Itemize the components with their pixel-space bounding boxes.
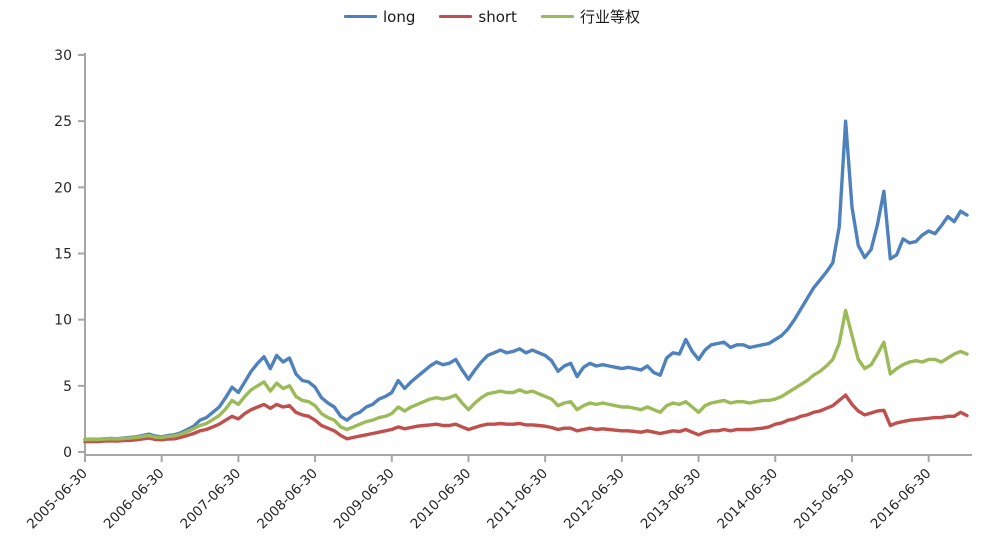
y-tick-label: 15 (54, 247, 72, 263)
legend-swatch-long (344, 14, 378, 19)
x-tick-label: 2011-06-30 (484, 466, 551, 533)
legend-label-short: short (478, 7, 517, 26)
series-line-行业等权 (83, 308, 969, 442)
x-tick-label: 2007-06-30 (177, 466, 244, 533)
legend-swatch-short (439, 14, 473, 19)
x-tick-label: 2010-06-30 (408, 466, 475, 533)
y-tick-label: 30 (54, 48, 72, 64)
legend-item-long: long (344, 8, 415, 26)
y-tick-label: 5 (63, 379, 72, 395)
y-tick-label: 25 (54, 114, 72, 130)
x-tick-label: 2016-06-30 (868, 466, 935, 533)
x-tick-label: 2014-06-30 (714, 466, 781, 533)
x-tick-label: 2015-06-30 (791, 466, 858, 533)
legend-item-short: short (439, 8, 517, 26)
x-tick-label: 2008-06-30 (254, 466, 321, 533)
legend-label-industry-equal-weight: 行业等权 (579, 8, 640, 26)
legend-item-industry-equal-weight: 行业等权 (540, 6, 640, 27)
y-tick-label: 10 (54, 313, 72, 329)
y-tick-label: 0 (63, 445, 72, 461)
series-line-short (83, 393, 969, 444)
legend-swatch-industry-equal-weight (540, 14, 574, 19)
chart-legend: long short 行业等权 (0, 6, 984, 27)
legend-label-long: long (383, 7, 416, 26)
series-line-long (83, 119, 969, 442)
x-tick-label: 2005-06-30 (24, 466, 91, 533)
x-tick-label: 2009-06-30 (331, 466, 398, 533)
x-tick-label: 2013-06-30 (638, 466, 705, 533)
y-tick-label: 20 (54, 180, 72, 196)
x-tick-label: 2012-06-30 (561, 466, 628, 533)
x-tick-label: 2006-06-30 (101, 466, 168, 533)
